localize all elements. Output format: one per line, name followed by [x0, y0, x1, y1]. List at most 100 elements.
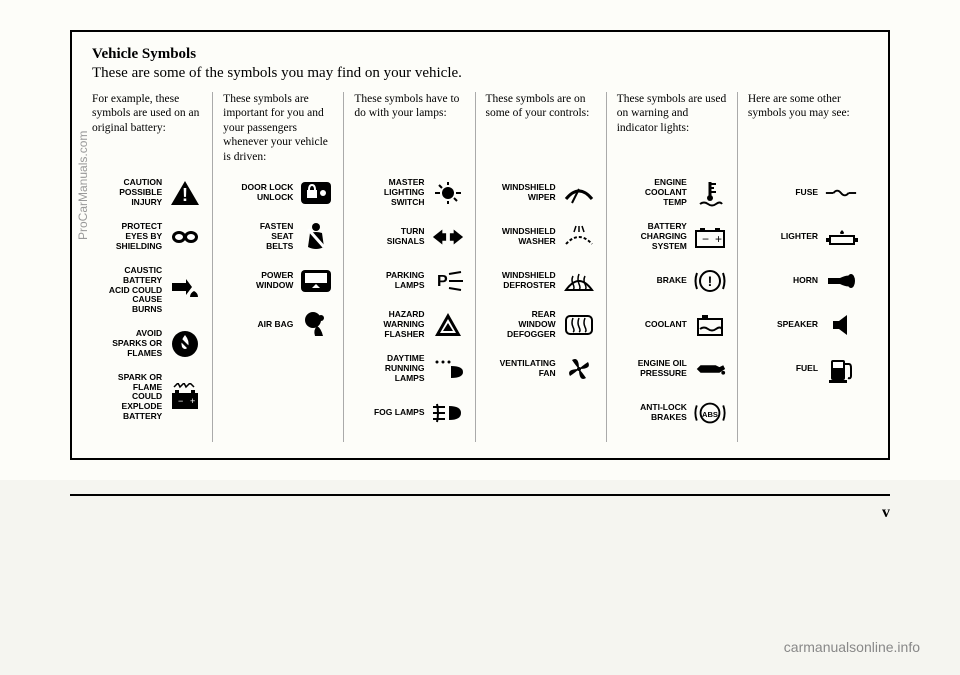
parking-lamps-icon: P: [431, 266, 465, 296]
svg-text:−: −: [178, 396, 183, 406]
symbol-row: SPARK ORFLAMECOULDEXPLODEBATTERY−+: [92, 373, 202, 422]
column: These symbols are important for you and …: [213, 92, 344, 442]
symbol-label: DOOR LOCKUNLOCK: [223, 183, 293, 203]
watermark-bottom: carmanualsonline.info: [784, 639, 920, 655]
symbol-label: BATTERYCHARGINGSYSTEM: [617, 222, 687, 251]
coolant-icon: [693, 310, 727, 340]
wiper-icon: [562, 178, 596, 208]
airbag-icon: [299, 310, 333, 340]
symbol-row: DOOR LOCKUNLOCK: [223, 178, 333, 208]
battery-explode-icon: −+: [168, 382, 202, 412]
seatbelt-icon: [299, 222, 333, 252]
acid-hand-icon: [168, 275, 202, 305]
symbol-row: WINDSHIELDDEFROSTER: [486, 266, 596, 296]
speaker-icon: [824, 310, 858, 340]
symbol-row: FOG LAMPS: [354, 398, 464, 428]
defroster-front-icon: [562, 266, 596, 296]
symbol-row: CAUSTICBATTERYACID COULDCAUSEBURNS: [92, 266, 202, 315]
symbol-row: CAUTIONPOSSIBLEINJURY!: [92, 178, 202, 208]
symbol-row: FUSE: [748, 178, 858, 208]
symbol-label: WINDSHIELDWASHER: [486, 227, 556, 247]
symbol-row: PROTECTEYES BYSHIELDING: [92, 222, 202, 252]
hazard-icon: [431, 310, 465, 340]
symbol-row: ENGINE OILPRESSURE: [617, 354, 727, 384]
column: These symbols are on some of your contro…: [476, 92, 607, 442]
symbol-label: SPARK ORFLAMECOULDEXPLODEBATTERY: [92, 373, 162, 422]
symbol-label: COOLANT: [617, 320, 687, 330]
symbol-row: PARKINGLAMPS P: [354, 266, 464, 296]
no-flame-icon: [168, 329, 202, 359]
symbol-label: HORN: [748, 276, 818, 286]
symbol-row: FUEL: [748, 354, 858, 384]
goggles-icon: [168, 222, 202, 252]
symbol-label: CAUSTICBATTERYACID COULDCAUSEBURNS: [92, 266, 162, 315]
column-header: These symbols have to do with your lamps…: [354, 92, 464, 166]
symbol-row: COOLANT: [617, 310, 727, 340]
symbol-row: ANTI-LOCKBRAKESABS: [617, 398, 727, 428]
symbol-row: FASTENSEATBELTS: [223, 222, 333, 252]
turn-signals-icon: [431, 222, 465, 252]
svg-text:!: !: [182, 185, 188, 205]
page-container: Vehicle Symbols These are some of the sy…: [0, 0, 960, 480]
symbol-label: ENGINECOOLANTTEMP: [617, 178, 687, 207]
column-header: These symbols are used on warning and in…: [617, 92, 727, 166]
power-window-icon: [299, 266, 333, 296]
fuel-icon: [824, 354, 858, 384]
symbol-row: BRAKE!: [617, 266, 727, 296]
column-header: These symbols are important for you and …: [223, 92, 333, 166]
column-header: For example, these symbols are used on a…: [92, 92, 202, 166]
symbol-label: WINDSHIELDDEFROSTER: [486, 271, 556, 291]
symbol-label: CAUTIONPOSSIBLEINJURY: [92, 178, 162, 207]
battery-icon: −+: [693, 222, 727, 252]
symbol-label: FASTENSEATBELTS: [223, 222, 293, 251]
svg-text:ABS: ABS: [702, 410, 718, 419]
drl-icon: [431, 354, 465, 384]
defroster-rear-icon: [562, 310, 596, 340]
symbol-label: SPEAKER: [748, 320, 818, 330]
symbol-label: WINDSHIELDWIPER: [486, 183, 556, 203]
symbol-label: FOG LAMPS: [354, 408, 424, 418]
symbol-row: TURNSIGNALS: [354, 222, 464, 252]
symbol-row: AVOIDSPARKS ORFLAMES: [92, 329, 202, 359]
column-header: These symbols are on some of your contro…: [486, 92, 596, 166]
abs-icon: ABS: [693, 398, 727, 428]
symbol-label: LIGHTER: [748, 232, 818, 242]
horn-icon: [824, 266, 858, 296]
fan-icon: [562, 354, 596, 384]
caution-triangle-icon: !: [168, 178, 202, 208]
page-subtitle: These are some of the symbols you may fi…: [92, 65, 868, 82]
symbol-row: MASTERLIGHTINGSWITCH: [354, 178, 464, 208]
symbol-row: HAZARDWARNINGFLASHER: [354, 310, 464, 340]
symbol-row: DAYTIMERUNNINGLAMPS: [354, 354, 464, 384]
symbol-row: VENTILATINGFAN: [486, 354, 596, 384]
symbol-row: POWERWINDOW: [223, 266, 333, 296]
symbol-row: REARWINDOWDEFOGGER: [486, 310, 596, 340]
column: Here are some other symbols you may see:…: [738, 92, 868, 442]
symbol-label: FUEL: [748, 364, 818, 374]
fog-lamps-icon: [431, 398, 465, 428]
content-box: Vehicle Symbols These are some of the sy…: [70, 30, 890, 460]
fuse-icon: [824, 178, 858, 208]
symbol-label: PROTECTEYES BYSHIELDING: [92, 222, 162, 251]
svg-text:+: +: [715, 232, 722, 246]
symbol-label: FUSE: [748, 188, 818, 198]
symbol-row: LIGHTER: [748, 222, 858, 252]
symbol-label: PARKINGLAMPS: [354, 271, 424, 291]
door-lock-icon: [299, 178, 333, 208]
symbol-label: REARWINDOWDEFOGGER: [486, 310, 556, 339]
symbol-label: AVOIDSPARKS ORFLAMES: [92, 329, 162, 358]
page-number: v: [0, 496, 960, 522]
symbol-label: AIR BAG: [223, 320, 293, 330]
column: For example, these symbols are used on a…: [92, 92, 213, 442]
brake-icon: !: [693, 266, 727, 296]
symbol-row: WINDSHIELDWIPER: [486, 178, 596, 208]
symbol-label: VENTILATINGFAN: [486, 359, 556, 379]
oil-icon: [693, 354, 727, 384]
symbol-row: AIR BAG: [223, 310, 333, 340]
master-light-icon: [431, 178, 465, 208]
symbol-label: HAZARDWARNINGFLASHER: [354, 310, 424, 339]
symbol-label: BRAKE: [617, 276, 687, 286]
symbol-label: DAYTIMERUNNINGLAMPS: [354, 354, 424, 383]
lighter-icon: [824, 222, 858, 252]
svg-text:!: !: [708, 273, 713, 289]
